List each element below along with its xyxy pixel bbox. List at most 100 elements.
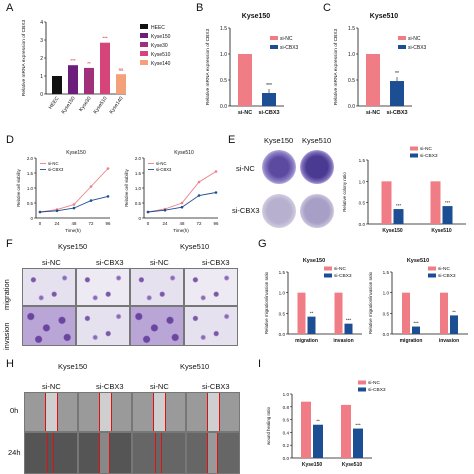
data-point: [197, 194, 201, 197]
panel-e-col-label: Kyse150: [264, 136, 294, 145]
legend-swatch: [398, 45, 406, 49]
legend-label: si-NC: [280, 36, 293, 42]
significance-label: **: [316, 419, 320, 424]
significance-label: ***: [266, 83, 272, 89]
panel-f-col-label: si-CBX3: [96, 258, 124, 267]
wound-image-kyse510-sicbx3-24h: [186, 432, 240, 474]
colony-dish-kyse150-sinc: [262, 150, 296, 184]
legend-swatch: [428, 266, 436, 271]
panel-b-bar-chart: Kyse150 0.0 0.5 1.0 1.5 Relative mRNA express…: [205, 13, 299, 116]
bar: [68, 65, 78, 94]
bar: [402, 292, 410, 334]
y-axis-label: Relative cell viability: [124, 168, 129, 206]
y-tick-label: 1.0: [27, 186, 34, 191]
x-tick-label: Kyse150: [382, 228, 403, 234]
wound-image-kyse510-sinc-24h: [132, 432, 186, 474]
panel-d-kyse150-growth-chart: Kyse150 0 0.5 1.0 1.5 2.0 Relative cell viabil…: [16, 150, 111, 233]
bar: [262, 93, 276, 106]
colony-dish-kyse510-sinc: [300, 150, 334, 184]
y-tick-label: 1.0: [359, 179, 366, 184]
panel-h-col-label: si-NC: [150, 382, 169, 391]
y-tick-label: 2: [40, 56, 43, 62]
legend-swatch: [398, 36, 406, 40]
bar: [238, 54, 252, 106]
bar: [297, 292, 306, 334]
significance-label: ***: [445, 200, 451, 205]
y-tick-label: 3: [40, 38, 43, 44]
panel-f-group-label: Kyse150: [58, 242, 88, 251]
migration-image-kyse510-sinc: [130, 268, 184, 306]
x-tick-label: 0: [147, 221, 150, 226]
panel-i-wound-bar-chart: 0.0 0.2 0.4 0.6 0.8 1.0 wound healing ratio ** K…: [266, 380, 386, 468]
y-tick-label: 0.0: [279, 332, 286, 337]
legend-swatch: [270, 45, 278, 49]
x-tick-label: Kyse150: [61, 96, 77, 116]
bar: [84, 67, 94, 94]
panel-e-colony-bar-chart: 0.0 0.5 1.0 1.5 Relative colony ratio *** Kyse…: [342, 146, 466, 234]
y-tick-label: 0.0: [359, 222, 366, 227]
invasion-image-kyse510-sinc: [130, 306, 184, 346]
legend-label: si-NC: [368, 380, 381, 386]
significance-label: **: [310, 311, 314, 316]
significance-label: ns: [119, 67, 125, 72]
y-tick-label: 0.5: [135, 201, 142, 206]
panel-f-row-label: invasion: [2, 322, 11, 350]
x-tick-label: 48: [72, 221, 77, 226]
x-axis-label: Time(h): [173, 228, 189, 233]
data-point: [89, 199, 93, 202]
panel-h-col-label: si-NC: [42, 382, 61, 391]
y-tick-label: 1.0: [220, 52, 227, 58]
y-tick-label: 0.5: [27, 201, 34, 206]
x-tick-label: invasion: [333, 338, 353, 344]
legend-swatch: [140, 42, 148, 47]
x-tick-label: migration: [400, 338, 423, 344]
data-point: [106, 167, 110, 170]
y-tick-label: 0.4: [283, 430, 290, 435]
bar: [344, 323, 353, 334]
panel-g-kyse510-bar-chart: Kyse510 0.0 0.5 1.0 1.5 Relative migration/in…: [368, 258, 468, 344]
chart-title: Kyse150: [303, 258, 325, 264]
legend-swatch: [410, 146, 418, 151]
legend-label: Kyse30: [151, 43, 168, 49]
data-point: [106, 195, 110, 198]
y-tick-label: 1.0: [283, 392, 290, 397]
x-tick-label: Kyse510: [342, 462, 363, 468]
legend-label: Kyse510: [151, 52, 171, 58]
panel-f-group-label: Kyse510: [180, 242, 210, 251]
significance-label: ***: [70, 58, 76, 63]
bar: [301, 401, 311, 458]
y-axis-label: Relative mRNA expression of CBX3: [21, 20, 27, 97]
migration-image-kyse150-sinc: [22, 268, 76, 306]
y-tick-label: 0.5: [348, 78, 355, 84]
wound-image-kyse510-sicbx3-0h: [186, 392, 240, 432]
x-tick-label: 72: [197, 221, 202, 226]
chart-title: Kyse150: [66, 150, 86, 156]
chart-title: Kyse150: [242, 13, 271, 20]
y-tick-label: 0.0: [383, 332, 390, 337]
panel-h-row-label: 0h: [10, 406, 19, 415]
bar: [353, 428, 363, 458]
legend-label: si-NC: [438, 266, 451, 272]
x-tick-label: invasion: [439, 338, 459, 344]
bar: [366, 54, 380, 106]
panel-f-col-label: si-NC: [150, 258, 169, 267]
invasion-image-kyse150-sicbx3: [76, 306, 130, 346]
migration-image-kyse150-sicbx3: [76, 268, 130, 306]
legend-swatch: [324, 273, 332, 278]
bar: [412, 326, 420, 334]
y-tick-label: 1.5: [359, 158, 366, 163]
bar: [313, 424, 323, 458]
x-tick-label: 96: [214, 221, 219, 226]
panel-label-D: D: [6, 134, 14, 146]
y-axis-label: Relative colony ratio: [342, 172, 347, 212]
legend-label: si-CBX3: [368, 387, 386, 393]
legend-label: si-CBX3: [48, 167, 64, 172]
x-tick-label: 72: [89, 221, 94, 226]
y-axis-label: Relative migration/invasion ratio: [368, 271, 373, 334]
legend-label: si-NC: [48, 161, 58, 166]
legend-swatch: [358, 380, 366, 385]
significance-label: **: [87, 61, 91, 66]
legend-label: Kyse150: [151, 34, 171, 40]
y-tick-label: 1: [40, 74, 43, 80]
significance-label: ***: [102, 36, 108, 41]
